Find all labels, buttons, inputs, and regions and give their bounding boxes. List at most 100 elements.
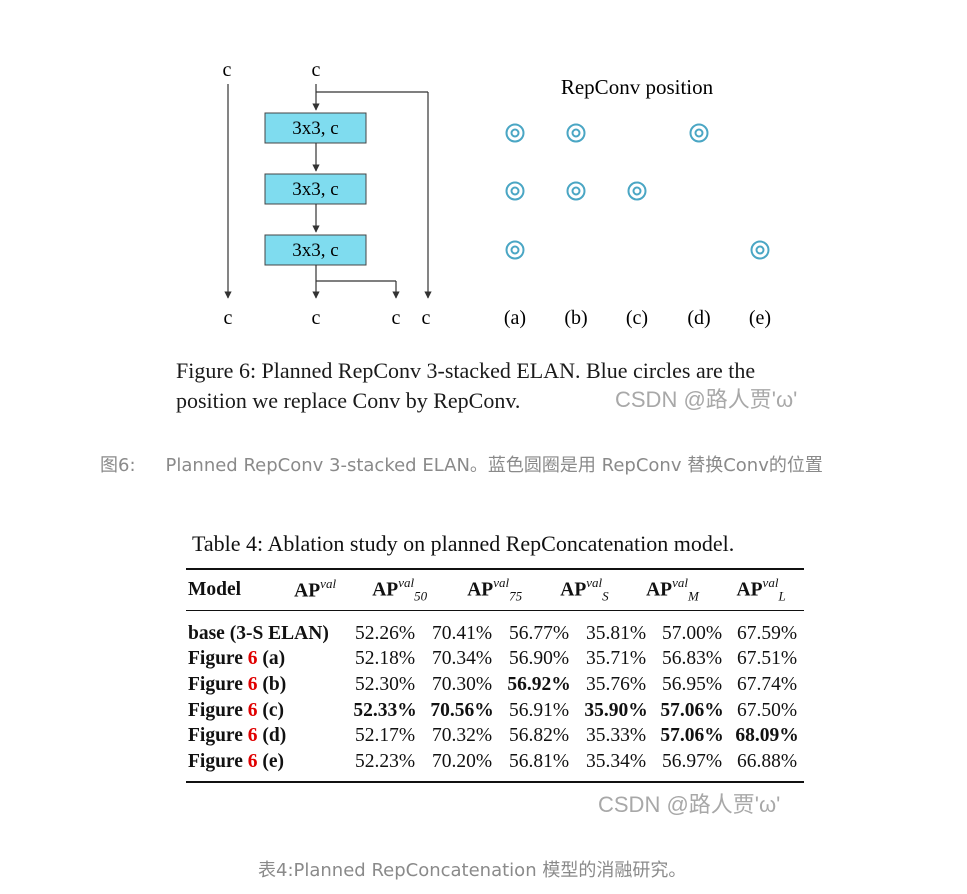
table-row: Figure 6 (b) 52.30% 70.30% 56.92% 35.76%…	[186, 672, 804, 698]
cell: 52.26%	[354, 622, 416, 644]
figure-caption-cn-text: Planned RepConv 3-stacked ELAN。蓝色圆圈是用 Re…	[165, 455, 823, 476]
marker-a-row3	[505, 240, 525, 260]
figure-ref-link[interactable]: 6	[247, 750, 258, 772]
figure-ref-link[interactable]: 6	[247, 673, 258, 695]
figure-caption-line1: Figure 6: Planned RepConv 3-stacked ELAN…	[176, 358, 756, 383]
cell-best: 57.06%	[660, 699, 724, 721]
marker-a-row2	[505, 181, 525, 201]
variant-label-a: (a)	[504, 307, 526, 329]
cell: 56.95%	[661, 673, 723, 695]
header-ap50: APval50	[372, 574, 428, 604]
cell: 35.71%	[585, 648, 647, 670]
variant-label-c: (c)	[626, 307, 648, 329]
input-c-left: c	[223, 59, 232, 81]
cell: 70.30%	[431, 673, 493, 695]
cell-best: 52.33%	[353, 699, 417, 721]
cell: 67.50%	[736, 699, 798, 721]
cell: 56.90%	[508, 648, 570, 670]
header-aps: APvalS	[560, 574, 609, 604]
cell: 52.17%	[354, 725, 416, 747]
cell: 70.34%	[431, 648, 493, 670]
marker-c-row2	[627, 181, 647, 201]
table-top-rule	[186, 568, 804, 570]
header-apm: APvalM	[646, 574, 699, 604]
row-model: Figure 6 (c)	[188, 699, 285, 721]
marker-d-row1	[689, 123, 709, 143]
cell: 57.00%	[661, 622, 723, 644]
cell: 56.82%	[508, 725, 570, 747]
cell: 35.33%	[585, 725, 647, 747]
cell: 66.88%	[736, 750, 798, 772]
cell-best: 35.90%	[584, 699, 648, 721]
cell: 70.20%	[431, 750, 493, 772]
elan-figure: c c 3x3, c 3x3, c 3x3, c c c c c RepConv…	[223, 59, 772, 329]
output-c-4: c	[422, 307, 431, 329]
table-header-row: Model APval APval50 APval75 APvalS APval…	[186, 570, 804, 610]
cell-best: 70.56%	[430, 699, 494, 721]
cell: 56.91%	[508, 699, 570, 721]
figure-ref-link[interactable]: 6	[247, 699, 258, 721]
table-title: Table 4: Ablation study on planned RepCo…	[192, 531, 735, 556]
cell: 52.23%	[354, 750, 416, 772]
table-caption-cn: 表4:Planned RepConcatenation 模型的消融研究。	[258, 860, 687, 881]
cell: 56.97%	[661, 750, 723, 772]
conv-block-2: 3x3, c	[264, 173, 367, 205]
conv-block-1-label: 3x3, c	[292, 118, 338, 139]
input-c-main: c	[312, 59, 321, 81]
position-markers	[505, 123, 770, 260]
conv-block-3-label: 3x3, c	[292, 240, 338, 261]
cell: 70.41%	[431, 622, 493, 644]
figure-caption-cn-label: 图6:	[100, 455, 136, 476]
table-row: Figure 6 (c) 52.33% 70.56% 56.91% 35.90%…	[186, 698, 804, 724]
conv-block-3: 3x3, c	[264, 234, 367, 266]
watermark-figure: CSDN @路人贾'ω'	[615, 387, 798, 412]
cell: 35.34%	[585, 750, 647, 772]
header-model: Model	[188, 579, 242, 600]
variant-label-d: (d)	[687, 307, 710, 329]
ablation-table: Model APval APval50 APval75 APvalS APval…	[186, 568, 804, 783]
cell: 35.76%	[585, 673, 647, 695]
figure-ref-link[interactable]: 6	[247, 725, 258, 747]
row-model: Figure 6 (b)	[188, 673, 287, 695]
cell: 67.59%	[736, 622, 798, 644]
cell: 56.83%	[661, 648, 723, 670]
variant-label-e: (e)	[749, 307, 771, 329]
figure-ref-link[interactable]: 6	[247, 648, 258, 670]
cell: 35.81%	[585, 622, 647, 644]
cell: 56.81%	[508, 750, 570, 772]
row-model: base (3-S ELAN)	[188, 622, 329, 644]
cell: 67.51%	[736, 648, 798, 670]
cell-best: 56.92%	[507, 673, 571, 695]
marker-b-row1	[566, 123, 586, 143]
watermark-table: CSDN @路人贾'ω'	[598, 792, 781, 817]
figure-caption: Figure 6: Planned RepConv 3-stacked ELAN…	[176, 356, 836, 416]
figure-caption-cn: 图6: Planned RepConv 3-stacked ELAN。蓝色圆圈是用…	[100, 451, 823, 477]
cell: 67.74%	[736, 673, 798, 695]
cell-best: 68.09%	[735, 725, 799, 747]
marker-a-row1	[505, 123, 525, 143]
output-c-1: c	[224, 307, 233, 329]
variant-label-b: (b)	[564, 307, 587, 329]
table-bottom-rule	[186, 780, 804, 783]
header-ap75: APval75	[467, 574, 523, 604]
table-row: Figure 6 (d) 52.17% 70.32% 56.82% 35.33%…	[186, 723, 804, 749]
marker-b-row2	[566, 181, 586, 201]
cell: 70.32%	[431, 725, 493, 747]
conv-block-1: 3x3, c	[264, 112, 367, 144]
marker-e-row3	[750, 240, 770, 260]
table-row: base (3-S ELAN) 52.26% 70.41% 56.77% 35.…	[186, 621, 804, 647]
output-c-2: c	[312, 307, 321, 329]
row-model: Figure 6 (e)	[188, 750, 285, 772]
repconv-position-title: RepConv position	[561, 75, 714, 99]
table-row: Figure 6 (a) 52.18% 70.34% 56.90% 35.71%…	[186, 647, 804, 673]
cell: 52.18%	[354, 648, 416, 670]
cell: 56.77%	[508, 622, 570, 644]
table-row: Figure 6 (e) 52.23% 70.20% 56.81% 35.34%…	[186, 749, 804, 775]
output-c-3: c	[392, 307, 401, 329]
row-model: Figure 6 (d)	[188, 725, 287, 747]
table-mid-rule	[186, 610, 804, 611]
figure-caption-line2: position we replace Conv by RepConv.	[176, 388, 521, 413]
header-ap: APval	[294, 576, 337, 602]
cell: 52.30%	[354, 673, 416, 695]
header-apl: APvalL	[736, 574, 786, 604]
